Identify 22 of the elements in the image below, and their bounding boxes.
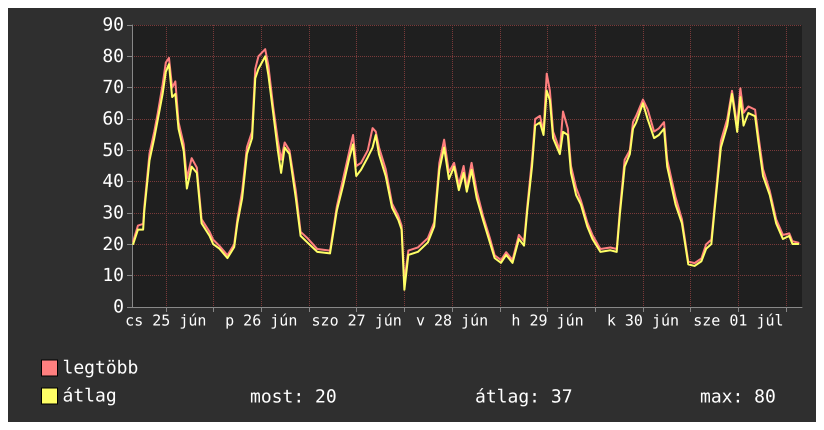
legend-label: átlag [62, 386, 117, 406]
y-tick-label: 0 [113, 296, 124, 318]
x-tick-label: sze 01 júl [693, 312, 784, 330]
y-tick-label: 90 [102, 14, 124, 36]
y-tick-label: 60 [102, 108, 124, 130]
y-tick-label: 80 [102, 46, 124, 67]
text: most: 20 [250, 386, 337, 408]
legend-label: legtöbb [62, 358, 138, 378]
x-tick-label: cs 25 jún [125, 312, 206, 330]
x-tick-label: v 28 jún [416, 312, 488, 330]
y-tick-label: 50 [102, 140, 124, 161]
y-tick-label: 70 [102, 77, 124, 98]
x-tick-label: h 29 jún [511, 312, 584, 330]
y-tick-label: 40 [102, 171, 124, 192]
y-tick-label: 20 [102, 234, 124, 255]
x-tick-label: k 30 jún [606, 312, 680, 330]
y-tick-label: 30 [102, 202, 124, 224]
x-tick-label: p 26 jún [225, 312, 298, 330]
text: átlag: 37 [475, 386, 573, 408]
text: max: 80 [700, 386, 776, 408]
x-tick-label: szo 27 jún [312, 312, 402, 330]
y-tick-label: 10 [102, 265, 124, 286]
